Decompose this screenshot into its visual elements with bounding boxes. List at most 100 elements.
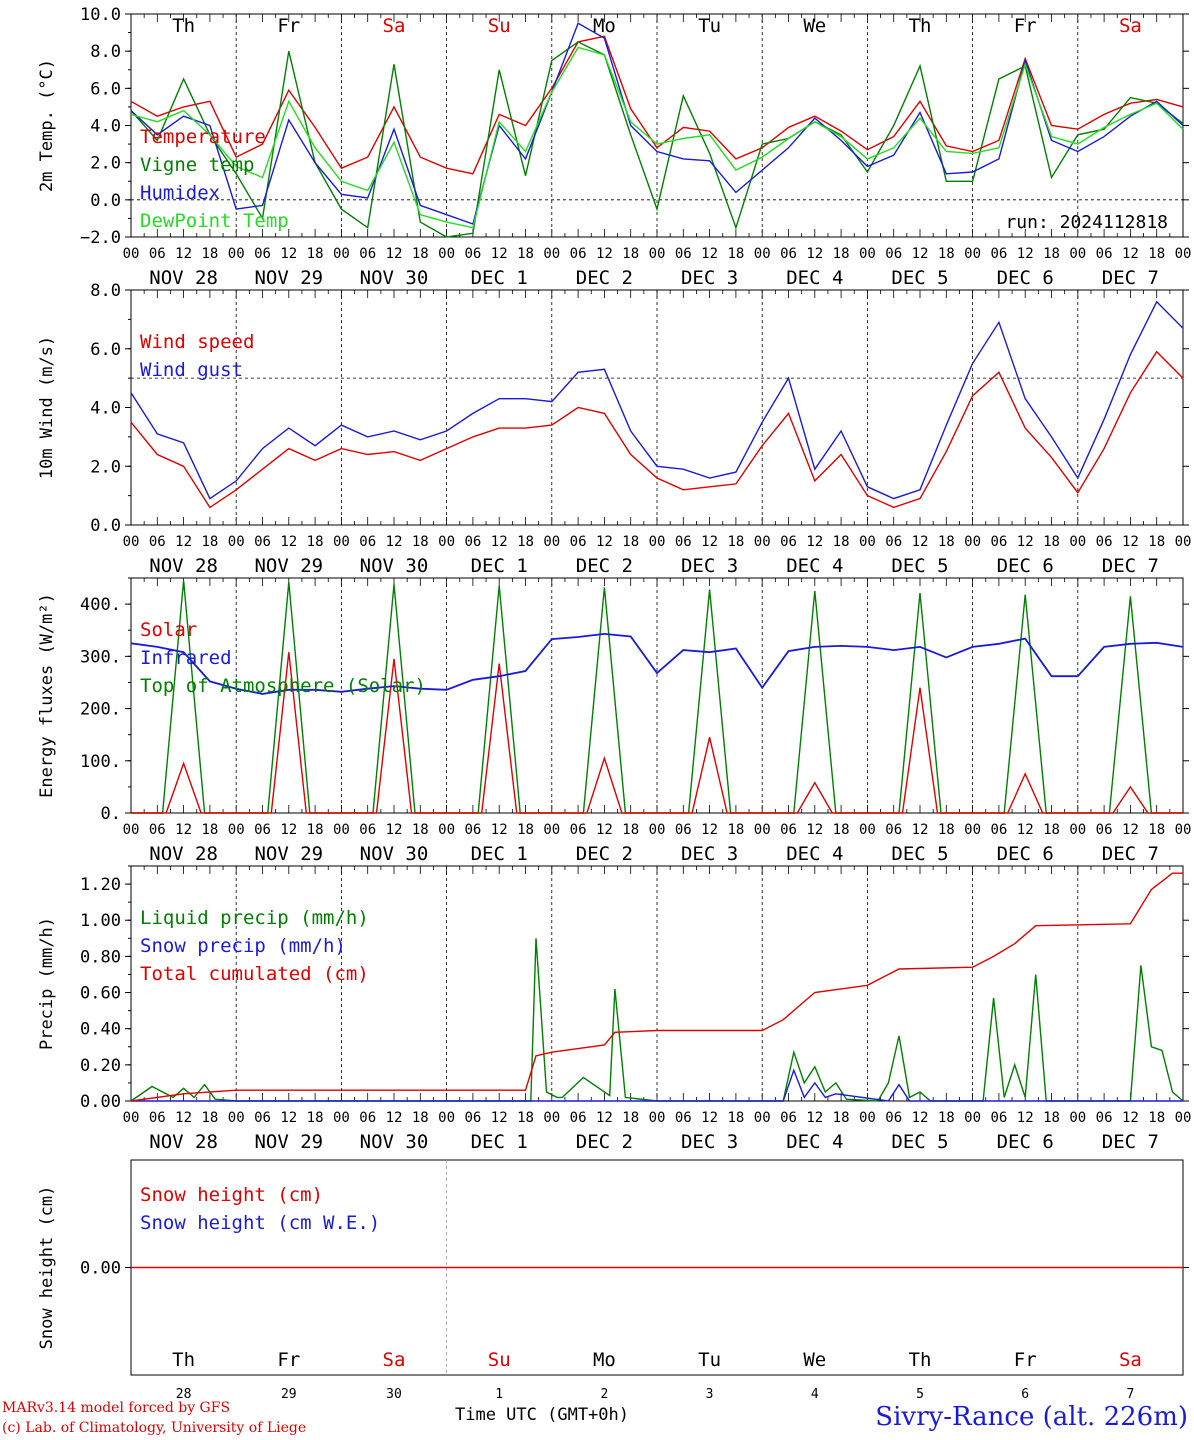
- hour-tick-label: 00: [123, 1110, 140, 1126]
- hour-tick-label: 06: [464, 534, 481, 550]
- hour-tick-label: 18: [307, 1110, 324, 1126]
- hour-tick-label: 06: [1096, 534, 1113, 550]
- hour-tick-label: 12: [175, 1110, 192, 1126]
- hour-tick-label: 00: [649, 246, 666, 262]
- hour-tick-label: 00: [438, 1110, 455, 1126]
- y-tick-label: 2.0: [90, 457, 121, 477]
- date-label: DEC 2: [576, 1131, 633, 1153]
- y-tick-label: 6.0: [90, 340, 121, 360]
- date-label: DEC 1: [471, 267, 528, 289]
- precip-ylabel: Precip (mm/h): [37, 917, 57, 1050]
- y-tick-label: 8.0: [90, 281, 121, 301]
- hour-tick-label: 12: [806, 1110, 823, 1126]
- hour-tick-label: 06: [464, 1110, 481, 1126]
- hour-tick-label: 12: [175, 246, 192, 262]
- hour-tick-label: 06: [149, 822, 166, 838]
- date-label: DEC 4: [786, 1131, 843, 1153]
- hour-tick-label: 00: [228, 1110, 245, 1126]
- hour-tick-label: 12: [806, 534, 823, 550]
- date-label: DEC 2: [576, 555, 633, 577]
- date-label: NOV 28: [149, 267, 218, 289]
- hour-tick-label: 00: [1175, 534, 1192, 550]
- wind-ylabel: 10m Wind (m/s): [37, 336, 57, 479]
- hour-tick-label: 12: [1122, 534, 1139, 550]
- date-label: DEC 6: [997, 267, 1054, 289]
- hour-tick-label: 00: [1175, 1110, 1192, 1126]
- hour-tick-label: 12: [1122, 246, 1139, 262]
- hour-tick-label: 00: [543, 822, 560, 838]
- hour-tick-label: 00: [859, 822, 876, 838]
- hour-tick-label: 06: [885, 534, 902, 550]
- infrared-line: [130, 632, 1184, 695]
- day-number: 6: [1021, 1387, 1029, 1400]
- y-tick-label: 300.: [80, 647, 121, 667]
- hour-tick-label: 00: [964, 822, 981, 838]
- date-label: NOV 30: [360, 267, 429, 289]
- y-tick-label: 0.60: [80, 984, 121, 1004]
- hour-tick-label: 00: [438, 246, 455, 262]
- hour-tick-label: 06: [1096, 1110, 1113, 1126]
- hour-tick-label: 06: [359, 534, 376, 550]
- hour-tick-label: 00: [228, 534, 245, 550]
- hour-tick-label: 06: [254, 1110, 271, 1126]
- date-label: NOV 29: [254, 843, 323, 865]
- hour-tick-label: 18: [938, 822, 955, 838]
- hour-tick-label: 00: [1175, 246, 1192, 262]
- precip-series-2: [130, 872, 1183, 1102]
- hour-tick-label: 12: [701, 534, 718, 550]
- hour-tick-label: 18: [833, 822, 850, 838]
- model-credit: MARv3.14 model forced by GFS: [2, 1400, 231, 1416]
- hour-tick-label: 00: [333, 246, 350, 262]
- hour-tick-label: 00: [859, 246, 876, 262]
- hour-tick-label: 12: [1017, 822, 1034, 838]
- weekday-label: Sa: [1119, 1349, 1142, 1371]
- hour-tick-label: 00: [649, 1110, 666, 1126]
- hour-tick-label: 18: [622, 246, 639, 262]
- hour-tick-label: 18: [622, 822, 639, 838]
- day-number: 2: [600, 1387, 608, 1400]
- legend-entry: Top of Atmosphere (Solar): [140, 675, 426, 697]
- hour-tick-label: 00: [438, 822, 455, 838]
- hour-tick-label: 18: [938, 1110, 955, 1126]
- hour-tick-label: 18: [201, 822, 218, 838]
- hour-tick-label: 12: [1122, 1110, 1139, 1126]
- hour-tick-label: 06: [570, 534, 587, 550]
- hour-tick-label: 18: [201, 1110, 218, 1126]
- hour-tick-label: 06: [464, 822, 481, 838]
- surface-solar-line: [131, 652, 1183, 814]
- precip-panel: 0.00 0.20 0.40 0.60 0.80 1.00 1.20 Precip (mm/h…: [37, 865, 1192, 1153]
- legend-entry: DewPoint Temp: [140, 210, 289, 232]
- date-label: NOV 29: [254, 267, 323, 289]
- weekday-label: Fr: [1014, 15, 1037, 37]
- hour-tick-label: 18: [938, 534, 955, 550]
- hour-tick-label: 06: [675, 246, 692, 262]
- weekday-label: Mo: [593, 1349, 616, 1371]
- legend-entry: Vigne temp: [140, 154, 254, 176]
- wind-panel: 0.0 2.0 4.0 6.0 8.0 10m Wind (m/s) 00 06 12 18 NOV…: [37, 281, 1191, 577]
- hour-tick-label: 00: [543, 1110, 560, 1126]
- hour-tick-label: 06: [990, 822, 1007, 838]
- y-tick-label: 1.00: [80, 911, 121, 931]
- temperature-series-1: [130, 41, 1184, 238]
- hour-tick-label: 12: [912, 534, 929, 550]
- y-tick-label: 0.0: [90, 191, 121, 211]
- snow-ylabel: Snow height (cm): [37, 1186, 57, 1350]
- hour-tick-label: 00: [123, 534, 140, 550]
- hour-tick-label: 06: [885, 1110, 902, 1126]
- hour-tick-label: 00: [964, 1110, 981, 1126]
- legend-entry: Wind gust: [140, 359, 243, 381]
- weekday-label: We: [803, 15, 826, 37]
- day-number: 5: [916, 1387, 924, 1400]
- hour-tick-label: 12: [280, 534, 297, 550]
- hour-tick-label: 12: [1017, 534, 1034, 550]
- hour-tick-label: 12: [806, 246, 823, 262]
- hour-tick-label: 18: [1148, 1110, 1165, 1126]
- date-label: NOV 28: [149, 555, 218, 577]
- y-tick-label: 0.0: [90, 516, 121, 536]
- day-number: 29: [281, 1387, 297, 1400]
- date-label: DEC 4: [786, 843, 843, 865]
- y-tick-label: 0.40: [80, 1020, 121, 1040]
- hour-tick-label: 00: [754, 246, 771, 262]
- wind-series-0: [130, 350, 1184, 509]
